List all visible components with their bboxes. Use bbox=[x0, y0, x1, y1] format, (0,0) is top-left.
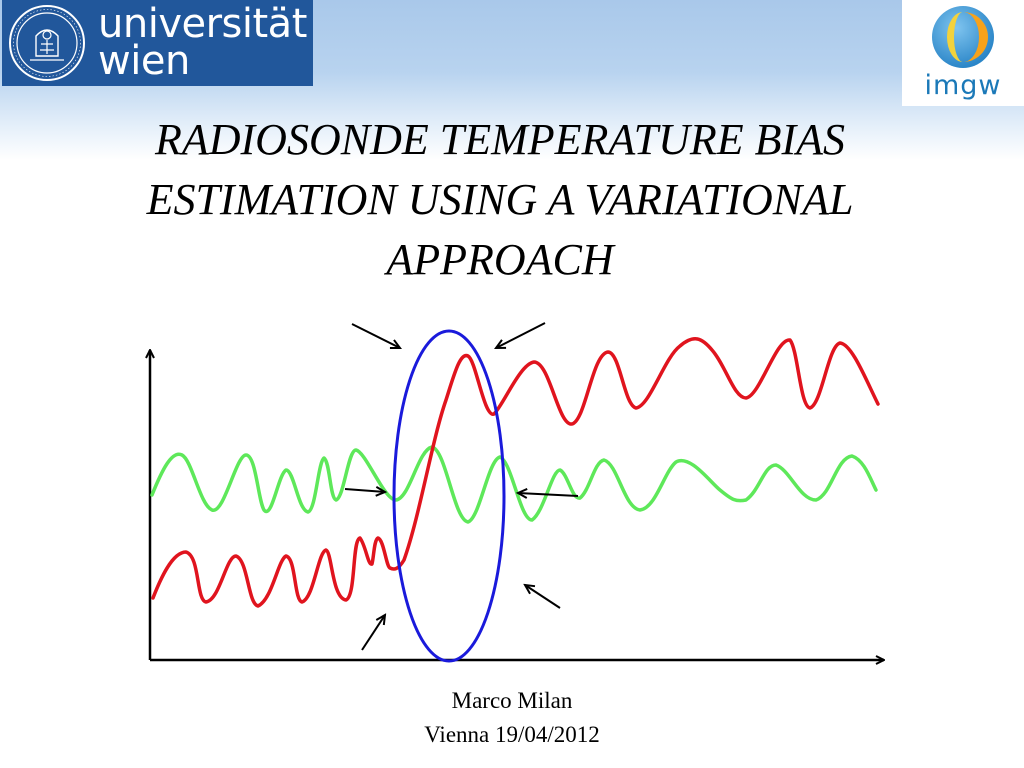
green-series-line bbox=[150, 445, 878, 524]
arrow-mid-right bbox=[518, 493, 579, 496]
slide-title: RADIOSONDE TEMPERATURE BIAS ESTIMATION U… bbox=[60, 110, 940, 290]
logo-line-wien: wien bbox=[98, 38, 190, 84]
arrow-bottom-left bbox=[361, 615, 385, 651]
imgw-wordmark: imgw bbox=[924, 70, 1002, 101]
arrow-top-right bbox=[496, 322, 546, 348]
jump-highlight-ellipse bbox=[392, 329, 506, 663]
place-date: Vienna 19/04/2012 bbox=[424, 722, 600, 747]
title-line-1: RADIOSONDE TEMPERATURE BIAS bbox=[154, 115, 845, 164]
author-name: Marco Milan bbox=[451, 688, 573, 713]
footer: Marco Milan Vienna 19/04/2012 bbox=[312, 684, 712, 752]
universitat-wien-logo: universität wien bbox=[2, 0, 313, 86]
globe-icon bbox=[932, 6, 994, 68]
arrow-top-left bbox=[351, 323, 400, 348]
title-line-2: ESTIMATION USING A VARIATIONAL bbox=[146, 175, 854, 224]
imgw-logo: imgw bbox=[902, 0, 1024, 106]
arrow-mid-left bbox=[344, 489, 385, 492]
logo-line-universitat: universität bbox=[98, 1, 307, 47]
arrow-bottom-right bbox=[525, 585, 561, 609]
red-series-line bbox=[151, 337, 880, 608]
university-seal-icon bbox=[9, 5, 85, 81]
title-line-3: APPROACH bbox=[386, 235, 614, 284]
